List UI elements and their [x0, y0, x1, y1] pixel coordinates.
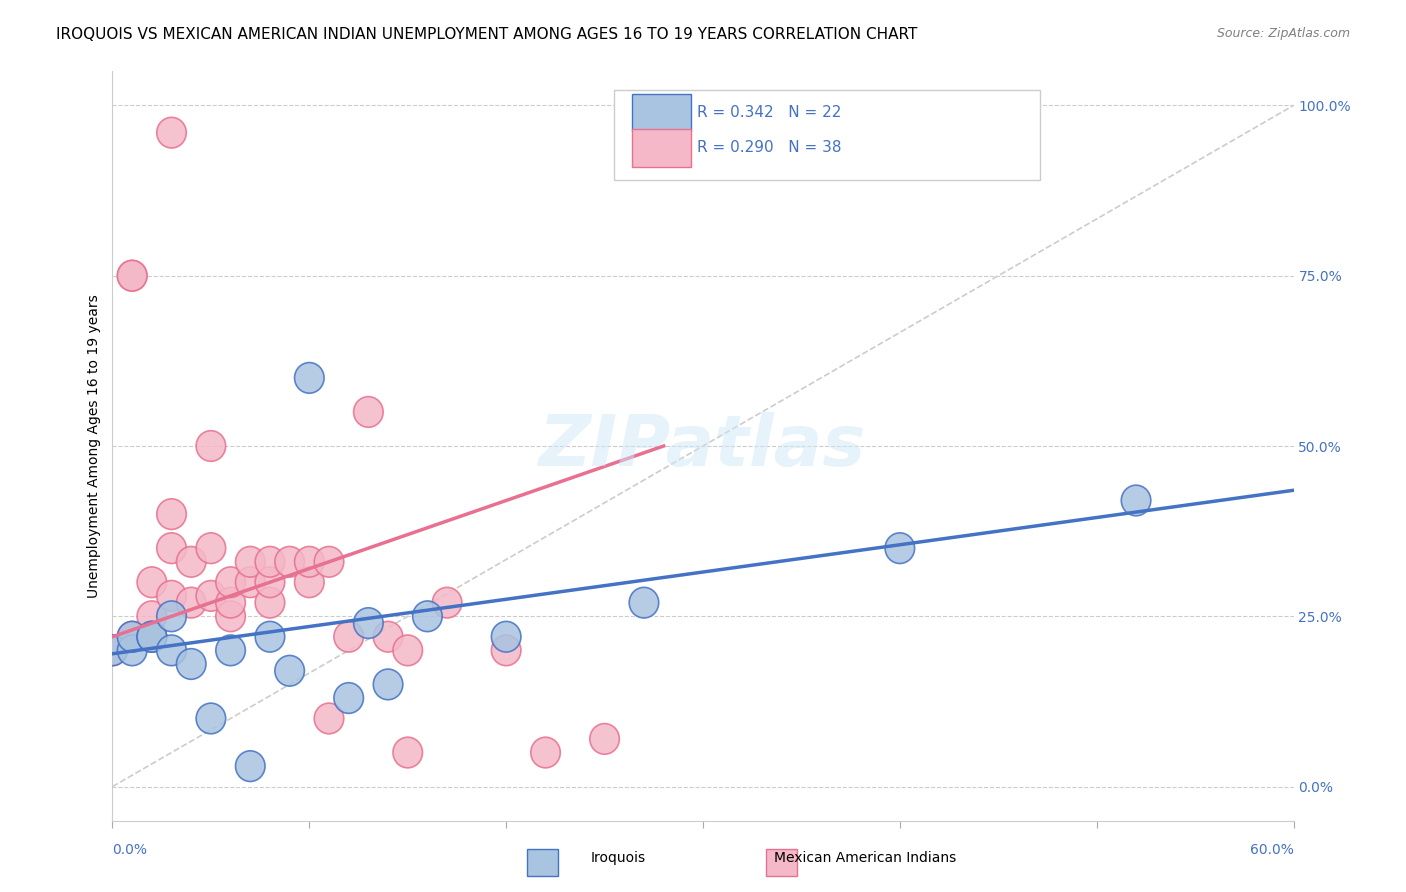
Text: Source: ZipAtlas.com: Source: ZipAtlas.com	[1216, 27, 1350, 40]
Ellipse shape	[197, 533, 226, 564]
Ellipse shape	[276, 656, 304, 686]
Ellipse shape	[118, 260, 148, 291]
Ellipse shape	[374, 669, 404, 699]
Ellipse shape	[138, 567, 167, 598]
Ellipse shape	[217, 587, 246, 618]
Ellipse shape	[118, 622, 148, 652]
Ellipse shape	[177, 587, 207, 618]
Ellipse shape	[236, 751, 264, 781]
Bar	[766, 849, 797, 876]
Ellipse shape	[256, 547, 284, 577]
FancyBboxPatch shape	[633, 94, 692, 131]
Ellipse shape	[295, 362, 325, 393]
Ellipse shape	[315, 703, 343, 734]
Ellipse shape	[97, 635, 128, 665]
Ellipse shape	[256, 622, 284, 652]
Ellipse shape	[157, 499, 186, 530]
Ellipse shape	[197, 581, 226, 611]
Ellipse shape	[591, 723, 620, 755]
Ellipse shape	[157, 533, 186, 564]
Ellipse shape	[118, 635, 148, 665]
Ellipse shape	[492, 635, 522, 665]
Ellipse shape	[315, 547, 343, 577]
Ellipse shape	[97, 635, 128, 665]
Ellipse shape	[157, 635, 186, 665]
Text: IROQUOIS VS MEXICAN AMERICAN INDIAN UNEMPLOYMENT AMONG AGES 16 TO 19 YEARS CORRE: IROQUOIS VS MEXICAN AMERICAN INDIAN UNEM…	[56, 27, 918, 42]
Ellipse shape	[217, 567, 246, 598]
Ellipse shape	[197, 431, 226, 461]
Ellipse shape	[138, 622, 167, 652]
Ellipse shape	[354, 397, 382, 427]
FancyBboxPatch shape	[633, 129, 692, 167]
Ellipse shape	[157, 118, 186, 148]
Ellipse shape	[138, 601, 167, 632]
Ellipse shape	[118, 260, 148, 291]
Ellipse shape	[354, 607, 382, 639]
Text: 60.0%: 60.0%	[1250, 843, 1294, 857]
Ellipse shape	[492, 622, 522, 652]
Ellipse shape	[236, 547, 264, 577]
Ellipse shape	[217, 601, 246, 632]
Y-axis label: Unemployment Among Ages 16 to 19 years: Unemployment Among Ages 16 to 19 years	[87, 294, 101, 598]
Text: ZIPatlas: ZIPatlas	[540, 411, 866, 481]
Ellipse shape	[1122, 485, 1150, 516]
Ellipse shape	[276, 547, 304, 577]
Ellipse shape	[138, 622, 167, 652]
Ellipse shape	[335, 622, 363, 652]
Bar	[527, 849, 558, 876]
Text: Iroquois: Iroquois	[591, 851, 647, 865]
Ellipse shape	[295, 547, 325, 577]
Ellipse shape	[394, 635, 422, 665]
Ellipse shape	[177, 547, 207, 577]
Ellipse shape	[138, 622, 167, 652]
Ellipse shape	[886, 533, 915, 564]
Ellipse shape	[236, 567, 264, 598]
Ellipse shape	[433, 587, 463, 618]
Ellipse shape	[118, 622, 148, 652]
Ellipse shape	[630, 587, 659, 618]
Ellipse shape	[256, 587, 284, 618]
Ellipse shape	[177, 648, 207, 680]
Text: Mexican American Indians: Mexican American Indians	[773, 851, 956, 865]
Ellipse shape	[413, 601, 441, 632]
Ellipse shape	[256, 567, 284, 598]
Ellipse shape	[157, 581, 186, 611]
Ellipse shape	[531, 737, 561, 768]
Ellipse shape	[157, 601, 186, 632]
Text: R = 0.342   N = 22: R = 0.342 N = 22	[697, 105, 841, 120]
Ellipse shape	[394, 737, 422, 768]
Ellipse shape	[295, 567, 325, 598]
Text: 0.0%: 0.0%	[112, 843, 148, 857]
Ellipse shape	[335, 682, 363, 714]
Ellipse shape	[217, 635, 246, 665]
Text: R = 0.290   N = 38: R = 0.290 N = 38	[697, 140, 842, 155]
Ellipse shape	[374, 622, 404, 652]
FancyBboxPatch shape	[614, 90, 1039, 180]
Ellipse shape	[197, 703, 226, 734]
